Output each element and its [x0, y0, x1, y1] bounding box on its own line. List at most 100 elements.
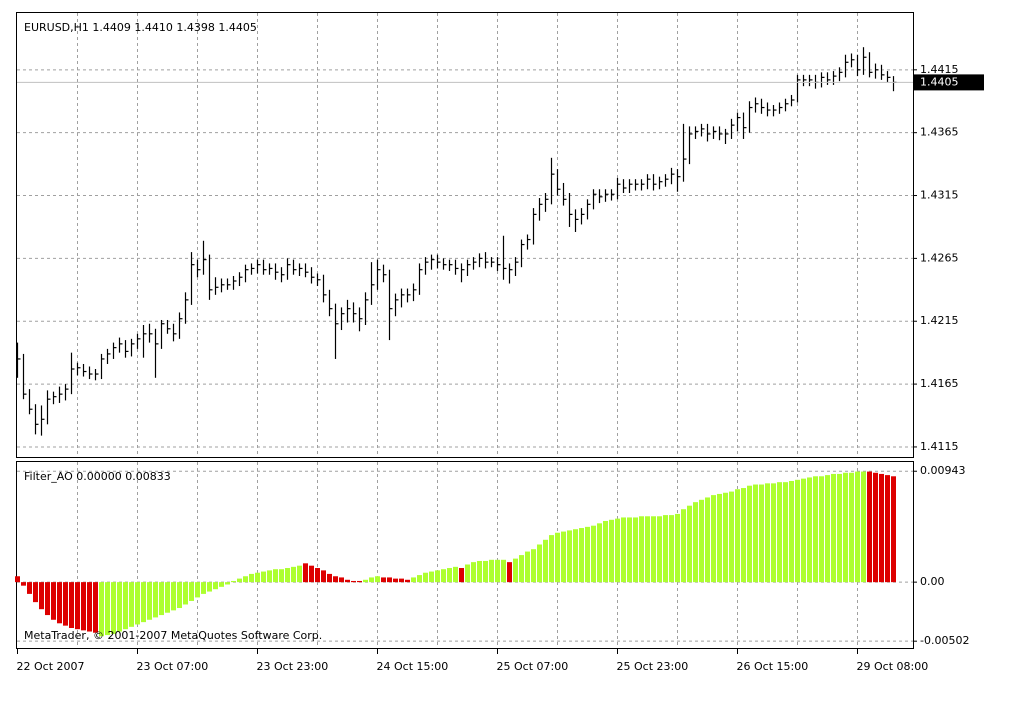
histogram-bar — [177, 582, 182, 609]
histogram-bar — [765, 483, 770, 583]
y-tick-label: 1.4165 — [920, 377, 959, 390]
histogram-bar — [213, 582, 218, 590]
histogram-bar — [585, 526, 590, 583]
histogram-bar — [711, 495, 716, 583]
histogram-bar — [303, 563, 308, 583]
histogram-bar — [285, 568, 290, 583]
histogram-bar — [87, 582, 92, 632]
histogram-bar — [459, 568, 464, 583]
histogram-bar — [843, 472, 848, 583]
histogram-bar — [279, 569, 284, 583]
histogram-bar — [657, 516, 662, 583]
histogram-bar — [567, 530, 572, 583]
histogram-bar — [69, 582, 74, 629]
histogram-bar — [777, 482, 782, 583]
indicator-panel — [16, 461, 914, 649]
histogram-bar — [135, 582, 140, 625]
histogram-bar — [189, 582, 194, 601]
histogram-bar — [45, 582, 50, 616]
panel-title: Filter_AO 0.00000 0.00833 — [24, 470, 171, 483]
histogram-bar — [675, 513, 680, 583]
histogram-bar — [297, 565, 302, 583]
x-tick-label: 23 Oct 23:00 — [257, 660, 329, 673]
histogram-bar — [645, 516, 650, 583]
histogram-bar — [735, 489, 740, 583]
histogram-bar — [153, 582, 158, 618]
histogram-bar — [405, 579, 410, 583]
histogram-bar — [813, 476, 818, 583]
histogram-bar — [201, 582, 206, 594]
histogram-bar — [273, 569, 278, 583]
histogram-bar — [381, 577, 386, 583]
histogram-bar — [165, 582, 170, 613]
histogram-bar — [891, 476, 896, 583]
histogram-bar — [351, 580, 356, 583]
histogram-bar — [171, 582, 176, 611]
histogram-bar — [465, 564, 470, 583]
y-tick-label: -0.00502 — [920, 634, 969, 647]
histogram-bar — [507, 562, 512, 583]
histogram-bar — [747, 485, 752, 583]
histogram-bar — [147, 582, 152, 620]
histogram-bar — [51, 582, 56, 620]
histogram-bar — [159, 582, 164, 616]
histogram-bar — [447, 568, 452, 583]
histogram-bar — [687, 505, 692, 583]
histogram-bar — [861, 471, 866, 583]
x-tick-label: 23 Oct 07:00 — [137, 660, 209, 673]
histogram-bar — [837, 473, 842, 583]
histogram-bar — [669, 515, 674, 583]
panel-title: EURUSD,H1 1.4409 1.4410 1.4398 1.4405 — [24, 21, 257, 34]
histogram-bar — [195, 582, 200, 598]
histogram-bar — [483, 560, 488, 583]
histogram-bar — [369, 577, 374, 583]
histogram-bar — [291, 566, 296, 583]
y-tick-label: 1.4315 — [920, 189, 959, 202]
histogram-bar — [435, 570, 440, 583]
histogram-bar — [117, 582, 122, 632]
histogram-bar — [627, 517, 632, 583]
histogram-bar — [783, 482, 788, 583]
histogram-bar — [789, 480, 794, 583]
histogram-bar — [81, 582, 86, 631]
histogram-bar — [555, 532, 560, 583]
x-tick-label: 25 Oct 07:00 — [497, 660, 569, 673]
histogram-bar — [111, 582, 116, 634]
histogram-bar — [723, 492, 728, 583]
histogram-bar — [429, 571, 434, 583]
histogram-bar — [819, 476, 824, 583]
histogram-bar — [561, 531, 566, 583]
histogram-bar — [129, 582, 134, 627]
histogram-bar — [357, 580, 362, 583]
histogram-bar — [411, 577, 416, 583]
watermark: MetaTrader, © 2001-2007 MetaQuotes Softw… — [24, 629, 322, 642]
histogram-bar — [591, 525, 596, 583]
histogram-bar — [267, 570, 272, 583]
histogram-bar — [75, 582, 80, 630]
histogram-bar — [729, 491, 734, 583]
histogram-bar — [237, 578, 242, 583]
histogram-bar — [327, 573, 332, 583]
histogram-bar — [399, 578, 404, 583]
histogram-bar — [63, 582, 68, 626]
histogram-bar — [93, 582, 98, 633]
histogram-bar — [849, 472, 854, 583]
histogram-bar — [33, 582, 38, 603]
histogram-bar — [663, 515, 668, 583]
bid-label: 1.4405 — [920, 75, 959, 88]
price-panel — [16, 12, 914, 458]
histogram-bar — [219, 582, 224, 587]
histogram-bar — [231, 580, 236, 583]
histogram-bar — [879, 473, 884, 583]
y-tick-label: 1.4215 — [920, 314, 959, 327]
y-tick-label: 0.00943 — [920, 464, 966, 477]
histogram-bar — [261, 571, 266, 583]
histogram-bar — [807, 477, 812, 583]
histogram-bar — [771, 483, 776, 583]
histogram-bar — [705, 497, 710, 583]
histogram-bar — [531, 549, 536, 583]
histogram-bar — [105, 582, 110, 636]
y-tick-label: 1.4115 — [920, 440, 959, 453]
histogram-bar — [333, 576, 338, 583]
